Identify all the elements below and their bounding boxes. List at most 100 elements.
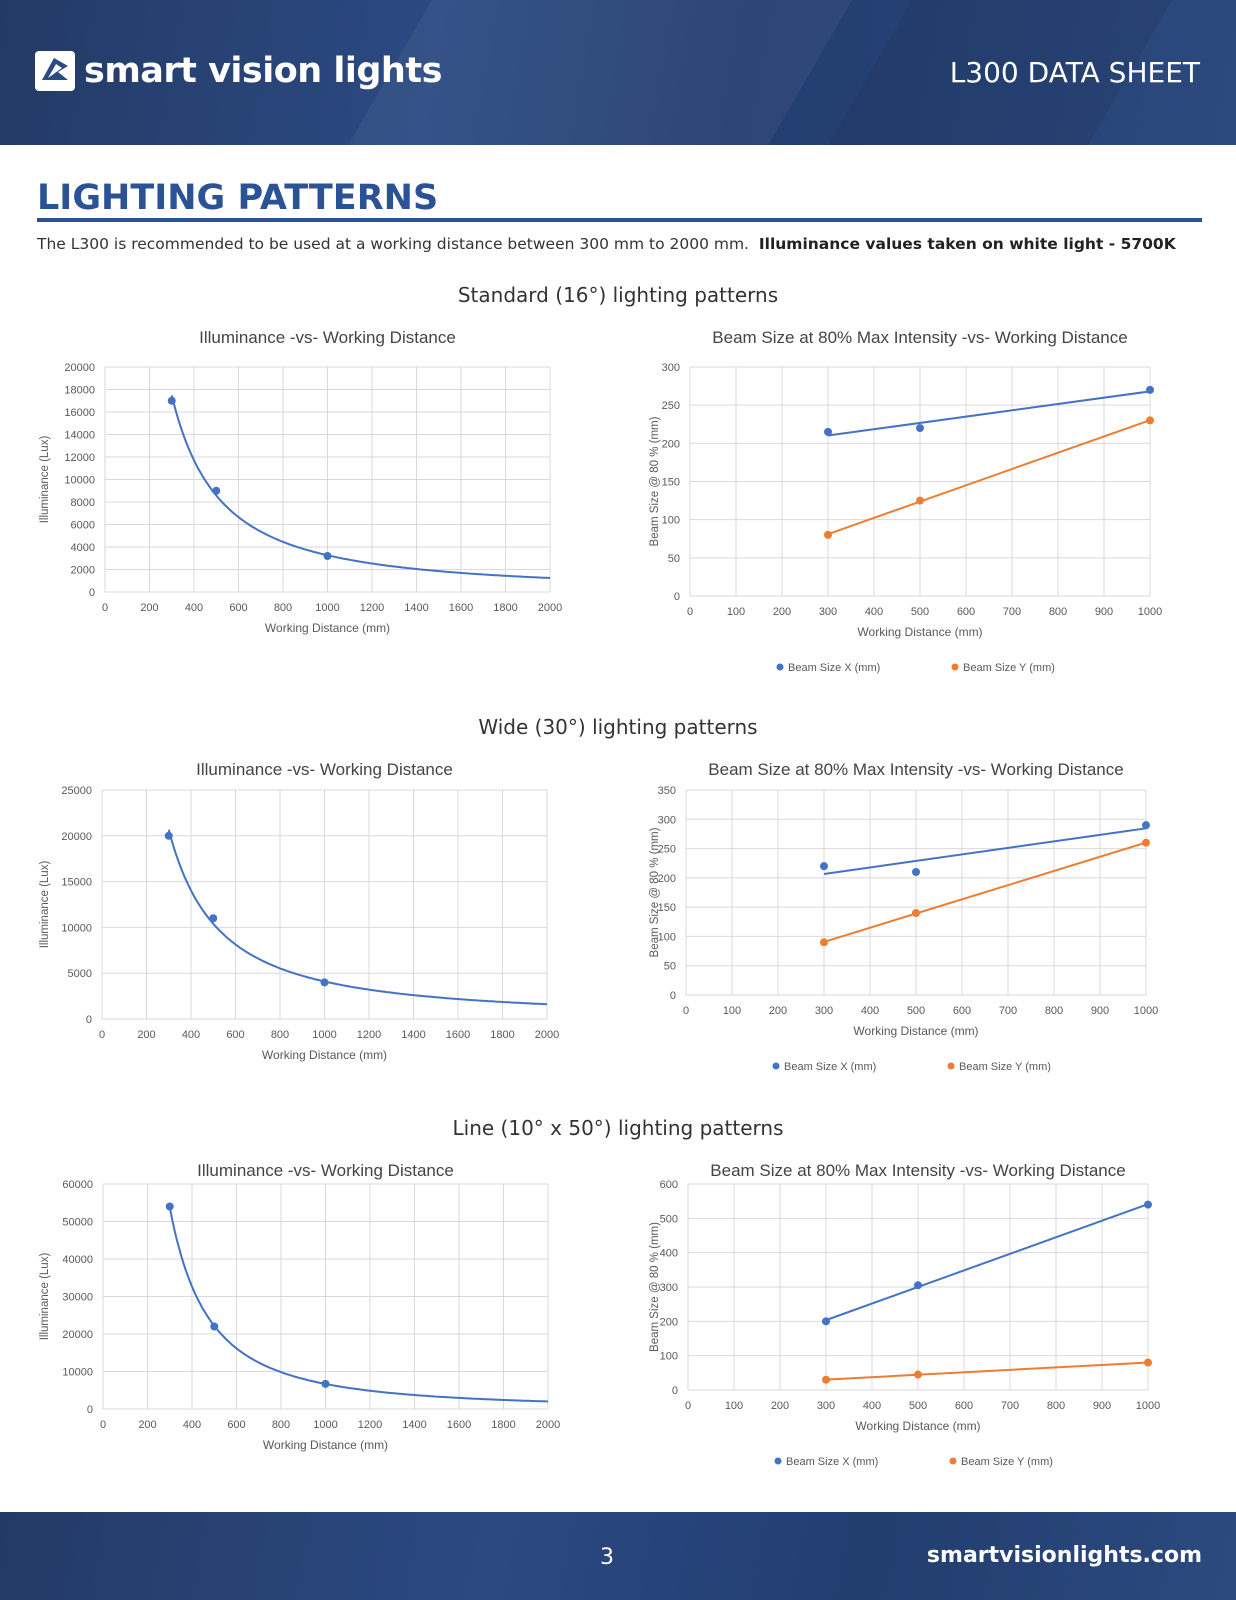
chart-illuminance-standard: Illuminance -vs- Working Distance0200040… <box>39 328 562 635</box>
data-point <box>822 1317 830 1326</box>
group-title-line: Line (10° x 50°) lighting patterns <box>452 1116 784 1140</box>
trendline-series-1 <box>827 390 1151 437</box>
intro-bold-note: Illuminance values taken on white light … <box>758 235 1176 253</box>
trendline-series-1 <box>167 829 548 1006</box>
x-tick-label: 600 <box>229 602 247 614</box>
chart-title: Illuminance -vs- Working Distance <box>197 1161 454 1180</box>
y-tick-label: 50000 <box>62 1217 93 1229</box>
x-tick-label: 100 <box>723 1005 741 1017</box>
y-tick-label: 0 <box>670 990 676 1002</box>
x-tick-label: 200 <box>137 1029 155 1041</box>
x-tick-label: 1800 <box>490 1029 514 1041</box>
legend-label: Beam Size X (mm) <box>788 662 880 674</box>
x-tick-label: 1000 <box>1134 1005 1158 1017</box>
data-point <box>165 1202 174 1211</box>
brand-logo: smart vision lights <box>34 50 442 92</box>
data-point <box>916 496 924 505</box>
x-tick-label: 300 <box>819 606 837 618</box>
x-axis-label: Working Distance (mm) <box>265 621 390 635</box>
y-tick-label: 14000 <box>64 430 95 442</box>
y-tick-label: 5000 <box>68 968 92 980</box>
x-tick-label: 1200 <box>360 602 384 614</box>
x-tick-label: 600 <box>955 1400 973 1412</box>
y-tick-label: 350 <box>658 785 676 797</box>
x-axis-label: Working Distance (mm) <box>263 1438 388 1452</box>
x-tick-label: 900 <box>1093 1400 1111 1412</box>
chart-title: Beam Size at 80% Max Intensity -vs- Work… <box>708 760 1123 779</box>
y-tick-label: 250 <box>658 844 676 856</box>
x-tick-label: 900 <box>1091 1005 1109 1017</box>
y-tick-label: 300 <box>658 814 676 826</box>
page-footer <box>0 1512 1236 1600</box>
x-tick-label: 600 <box>957 606 975 618</box>
x-tick-label: 900 <box>1095 606 1113 618</box>
y-tick-label: 8000 <box>71 497 95 509</box>
x-tick-label: 200 <box>771 1400 789 1412</box>
legend-marker <box>947 1062 955 1070</box>
x-tick-label: 1000 <box>312 1029 336 1041</box>
x-tick-label: 400 <box>185 602 203 614</box>
x-axis-label: Working Distance (mm) <box>853 1024 978 1038</box>
trendline-series-2 <box>827 419 1151 536</box>
y-axis-label: Beam Size @ 80 % (mm) <box>649 416 661 546</box>
x-tick-label: 100 <box>725 1400 743 1412</box>
x-tick-label: 1800 <box>493 602 517 614</box>
y-tick-label: 500 <box>660 1213 678 1225</box>
legend-marker <box>774 1457 782 1465</box>
y-axis-label: Illuminance (Lux) <box>39 436 51 524</box>
y-tick-label: 150 <box>658 902 676 914</box>
y-tick-label: 50 <box>664 961 676 973</box>
chart-beam-size-standard: Beam Size at 80% Max Intensity -vs- Work… <box>649 328 1162 674</box>
data-point <box>1142 838 1150 847</box>
chart-title: Illuminance -vs- Working Distance <box>199 328 456 347</box>
x-tick-label: 0 <box>683 1005 689 1017</box>
data-point <box>320 978 329 987</box>
x-tick-label: 300 <box>815 1005 833 1017</box>
y-tick-label: 0 <box>674 591 680 603</box>
y-tick-label: 200 <box>660 1316 678 1328</box>
trendline-series-1 <box>168 1207 549 1403</box>
y-tick-label: 20000 <box>64 362 95 374</box>
x-tick-label: 1600 <box>449 602 473 614</box>
data-point <box>824 530 832 539</box>
x-tick-label: 500 <box>907 1005 925 1017</box>
x-tick-label: 800 <box>1045 1005 1063 1017</box>
y-tick-label: 100 <box>662 515 680 527</box>
y-tick-label: 50 <box>668 553 680 565</box>
data-point <box>1144 1358 1152 1367</box>
data-point <box>1146 416 1154 425</box>
x-tick-label: 400 <box>865 606 883 618</box>
website-link[interactable]: smartvisionlights.com <box>926 1543 1202 1568</box>
trendline-series-1 <box>823 827 1147 876</box>
page-header: smart vision lights L300 DATA SHEET <box>0 0 1236 145</box>
x-tick-label: 100 <box>727 606 745 618</box>
y-tick-label: 18000 <box>64 385 95 397</box>
x-axis-label: Working Distance (mm) <box>855 1419 980 1433</box>
data-point <box>820 938 828 947</box>
x-tick-label: 2000 <box>535 1029 559 1041</box>
data-point <box>210 1322 219 1331</box>
y-tick-label: 200 <box>658 873 676 885</box>
legend-label: Beam Size Y (mm) <box>959 1061 1051 1073</box>
x-tick-label: 700 <box>1003 606 1021 618</box>
y-tick-label: 6000 <box>71 520 95 532</box>
x-tick-label: 200 <box>138 1419 156 1431</box>
y-tick-label: 15000 <box>61 877 92 889</box>
trendline-series-2 <box>825 1361 1149 1381</box>
legend-label: Beam Size X (mm) <box>784 1061 876 1073</box>
y-tick-label: 16000 <box>64 407 95 419</box>
x-tick-label: 600 <box>226 1029 244 1041</box>
trendline-series-1 <box>825 1203 1149 1322</box>
data-point <box>209 914 218 923</box>
x-tick-label: 300 <box>817 1400 835 1412</box>
chart-beam-size-wide: Beam Size at 80% Max Intensity -vs- Work… <box>649 760 1158 1073</box>
x-tick-label: 1000 <box>1138 606 1162 618</box>
data-point <box>1144 1200 1152 1209</box>
y-tick-label: 150 <box>662 477 680 489</box>
x-tick-label: 800 <box>274 602 292 614</box>
x-tick-label: 1600 <box>447 1419 471 1431</box>
legend-label: Beam Size Y (mm) <box>961 1456 1053 1468</box>
x-tick-label: 0 <box>687 606 693 618</box>
data-point <box>912 868 920 876</box>
y-tick-label: 4000 <box>71 542 95 554</box>
